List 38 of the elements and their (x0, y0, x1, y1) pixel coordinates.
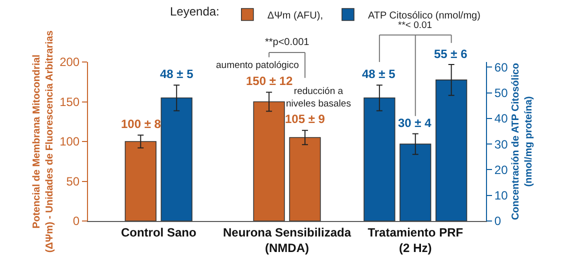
x-tick-label: Neurona Sensibilizada (NMDA) (222, 225, 352, 255)
bar (289, 137, 321, 221)
y-tick-label: 150 (60, 94, 80, 109)
y2-tick-label: 60 (494, 60, 508, 74)
y-tick-label: 0 (72, 214, 80, 228)
y2-tick-label: 40 (494, 112, 508, 126)
bar (400, 144, 432, 221)
data-label: 100 ± 8 (121, 117, 162, 131)
data-label: 30 ± 4 (398, 116, 432, 130)
bar (436, 80, 468, 221)
y-axis-title: Potencial de Membrana Mitocondrial (ΔΨm) - Unidades de Fluorescencia Arbitrarias (32, 30, 56, 253)
legend-label: ΔΨm (AFU), (267, 10, 323, 22)
data-label: 48 ± 5 (160, 67, 194, 81)
data-label: 105 ± 9 (285, 112, 326, 126)
y2-axis-title: Concentración de ATP Citosólico (nmol/mg proteína) (510, 62, 535, 220)
y2-tick-label: 50 (494, 86, 508, 100)
y2-tick-label: 20 (494, 162, 508, 177)
y2-tick-label: 30 (494, 137, 508, 152)
y-tick-label: 50 (66, 174, 80, 188)
text: **< 0.01 (398, 20, 432, 31)
y-tick-label: 100 (60, 134, 80, 149)
data-label: 150 ± 12 (246, 74, 293, 88)
bar (253, 101, 285, 221)
x-tick-label: Control Sano (120, 225, 196, 240)
x-tick-label: Tratamiento PRF (2 Hz) (368, 225, 464, 255)
bar (160, 98, 192, 221)
y2-tick-label: 0 (494, 214, 502, 228)
y-tick-label: 200 (60, 55, 80, 70)
y2-tick-label: 10 (494, 188, 508, 203)
data-label: 55 ± 6 (434, 47, 468, 61)
legend-title: Leyenda: (170, 4, 220, 19)
legend-label: ATP Citosólico (nmol/mg) (368, 10, 480, 22)
bar (364, 98, 396, 221)
text: **p<0.001 (265, 37, 310, 48)
bar (124, 141, 156, 221)
data-label: 48 ± 5 (362, 67, 396, 81)
annotation: reducción a niveles basales (286, 86, 352, 110)
annotation: aumento patológico (216, 60, 299, 71)
